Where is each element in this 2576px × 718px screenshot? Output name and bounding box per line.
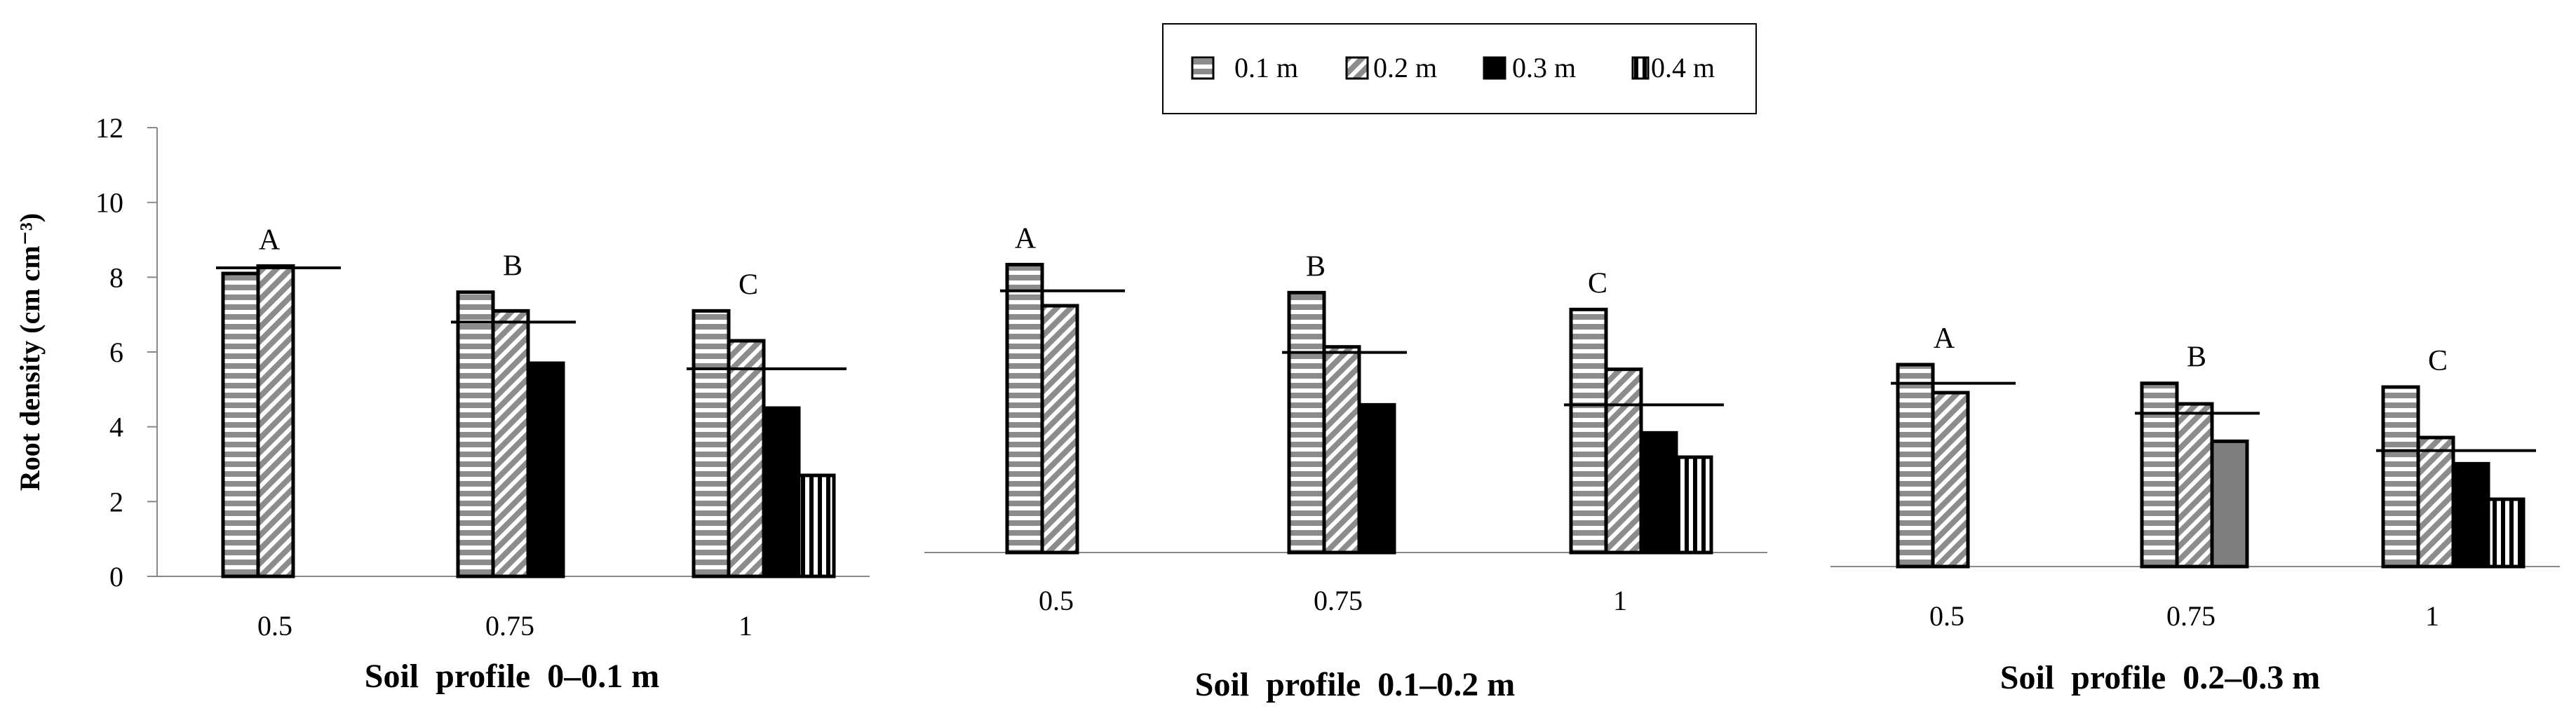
legend-swatch-3	[1631, 56, 1650, 80]
group-label: B	[503, 250, 522, 283]
bar	[1040, 304, 1079, 555]
x-tick-label: 0.5	[257, 610, 292, 642]
x-tick-label: 1	[2425, 600, 2439, 632]
bar	[1005, 262, 1044, 555]
panel-2: A 0.5 B 0.75 C 1 Soil profile 0.2–0.3 m	[1830, 323, 2560, 696]
group-label: B	[2187, 341, 2206, 374]
x-axis-title: Soil profile 0.1–0.2 m	[1195, 666, 1515, 703]
y-tick-label: 6	[109, 337, 123, 368]
x-axis-title: Soil profile 0.2–0.3 m	[2000, 659, 2320, 696]
legend-swatch-0	[1191, 56, 1215, 80]
bar	[1604, 367, 1643, 555]
bar	[1639, 431, 1678, 555]
group-label: A	[1934, 323, 1955, 355]
bar	[1357, 402, 1396, 555]
bar	[1569, 307, 1608, 555]
bar	[1287, 290, 1326, 555]
x-tick-label: 0.75	[485, 610, 534, 642]
bar	[2210, 439, 2249, 569]
x-tick-label: 0.5	[1039, 585, 1074, 616]
x-tick-label: 1	[739, 610, 753, 642]
group-label: A	[259, 224, 281, 256]
legend: 0.1 m 0.2 m 0.3 m 0.4 m	[1162, 23, 1757, 114]
legend-label-1: 0.2 m	[1373, 52, 1437, 83]
x-tick-label: 0.5	[1929, 600, 1964, 632]
bar	[1896, 363, 1935, 569]
y-tick-label: 10	[95, 187, 123, 219]
y-tick-label: 2	[109, 486, 123, 517]
bar	[456, 290, 495, 578]
group-label: C	[739, 269, 758, 301]
x-axis-title: Soil profile 0–0.1 m	[365, 658, 659, 695]
legend-item-1: 0.2 m	[1345, 52, 1437, 83]
legend-box	[1162, 23, 1757, 114]
y-tick-label: 12	[95, 112, 123, 144]
bar	[692, 309, 731, 578]
bar	[2175, 402, 2214, 569]
y-axis: Root density (cm cm⁻³) 0 2 4 6 8 10 12	[14, 112, 158, 592]
legend-swatch-2	[1483, 56, 1506, 80]
bar	[1931, 391, 1970, 569]
bar	[2486, 497, 2526, 569]
y-ticks: 0 2 4 6 8 10 12	[95, 112, 157, 592]
group-label: C	[1588, 267, 1607, 299]
bar	[2381, 385, 2420, 569]
y-tick-label: 0	[109, 561, 123, 592]
bar	[2416, 435, 2455, 569]
x-tick-label: 1	[1613, 585, 1627, 616]
legend-item-3: 0.4 m	[1631, 52, 1715, 83]
group-label: C	[2428, 345, 2448, 377]
legend-label-2: 0.3 m	[1512, 52, 1576, 83]
bar	[221, 271, 260, 578]
y-tick-label: 8	[109, 262, 123, 293]
bar	[1674, 455, 1713, 555]
bar	[797, 473, 836, 578]
legend-label-3: 0.4 m	[1651, 52, 1715, 83]
bar	[256, 264, 295, 578]
group-label: B	[1306, 250, 1326, 283]
legend-item-0: 0.1 m	[1191, 52, 1298, 83]
group-label: A	[1015, 222, 1037, 255]
x-tick-label: 0.75	[1314, 585, 1363, 616]
panel-0: A 0.5 B 0.75 C 1 Soil profile 0–0.1 m	[157, 224, 870, 695]
chart-panels: A 0.5 B 0.75 C 1 Soil profile 0–0.1 m A 0.5 B 0.75…	[157, 222, 2560, 703]
bar	[762, 406, 801, 578]
legend-swatch-1	[1345, 56, 1369, 80]
bar	[526, 361, 565, 578]
panel-1: A 0.5 B 0.75 C 1 Soil profile 0.1–0.2 m	[924, 222, 1767, 703]
bar	[1322, 345, 1361, 555]
bar	[727, 339, 766, 578]
bar	[2451, 461, 2490, 569]
bar	[491, 309, 530, 578]
bar	[2140, 381, 2179, 569]
x-tick-label: 0.75	[2166, 600, 2216, 632]
y-tick-label: 4	[109, 412, 123, 443]
legend-item-2: 0.3 m	[1483, 52, 1576, 83]
legend-label-0: 0.1 m	[1234, 52, 1298, 83]
y-axis-title: Root density (cm cm⁻³)	[14, 213, 46, 491]
